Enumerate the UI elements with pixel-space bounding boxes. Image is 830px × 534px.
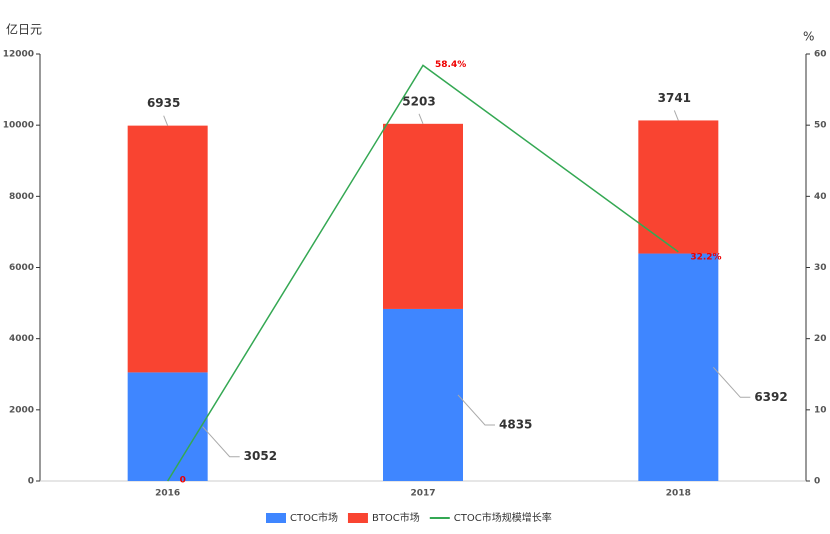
y2-tick-label: 20 [814, 334, 827, 344]
leader-line [673, 110, 679, 121]
bar [127, 125, 208, 373]
y-tick-label: 0 [28, 477, 34, 487]
y-tick-label: 12000 [3, 50, 34, 60]
y-tick-label: 2000 [9, 405, 34, 415]
leader-line [418, 113, 424, 125]
y-axis-label: 亿日元 [6, 22, 42, 37]
bar [383, 308, 463, 481]
leader-line [163, 115, 169, 126]
data-label: 58.4% [435, 60, 466, 70]
legend-label: BTOC市场 [372, 511, 420, 524]
data-label: 4835 [499, 417, 532, 431]
data-label: 3052 [244, 449, 277, 463]
data-label: 6935 [147, 96, 180, 110]
bar [127, 372, 208, 481]
legend-label: CTOC市场规模增长率 [454, 511, 552, 524]
y-tick-label: 8000 [9, 192, 34, 202]
data-label: 0 [180, 476, 186, 486]
x-tick-label: 2016 [155, 489, 180, 499]
y2-tick-label: 50 [814, 121, 827, 131]
data-label: 32.2% [690, 252, 721, 262]
leader-line [202, 426, 240, 458]
bar [638, 120, 719, 254]
y2-tick-label: 40 [814, 192, 827, 202]
y2-axis-label: % [803, 30, 814, 44]
x-tick-label: 2018 [666, 489, 691, 499]
y-tick-label: 6000 [9, 263, 34, 273]
legend-label: CTOC市场 [290, 511, 338, 524]
line [167, 64, 679, 482]
data-label: 3741 [658, 91, 691, 105]
y2-tick-label: 60 [814, 50, 827, 60]
leader-line [712, 366, 751, 398]
data-label: 6392 [754, 390, 787, 404]
bar [383, 123, 463, 309]
y2-tick-label: 30 [814, 263, 827, 273]
bar [638, 253, 719, 481]
y-tick-label: 10000 [3, 121, 34, 131]
x-tick-label: 2017 [410, 489, 435, 499]
data-label: 5203 [402, 94, 435, 108]
leader-line [457, 394, 495, 426]
y2-tick-label: 10 [814, 405, 827, 415]
y2-tick-label: 0 [814, 477, 820, 487]
legend-swatch [347, 513, 368, 523]
legend-swatch [266, 513, 286, 523]
y-tick-label: 4000 [9, 334, 34, 344]
